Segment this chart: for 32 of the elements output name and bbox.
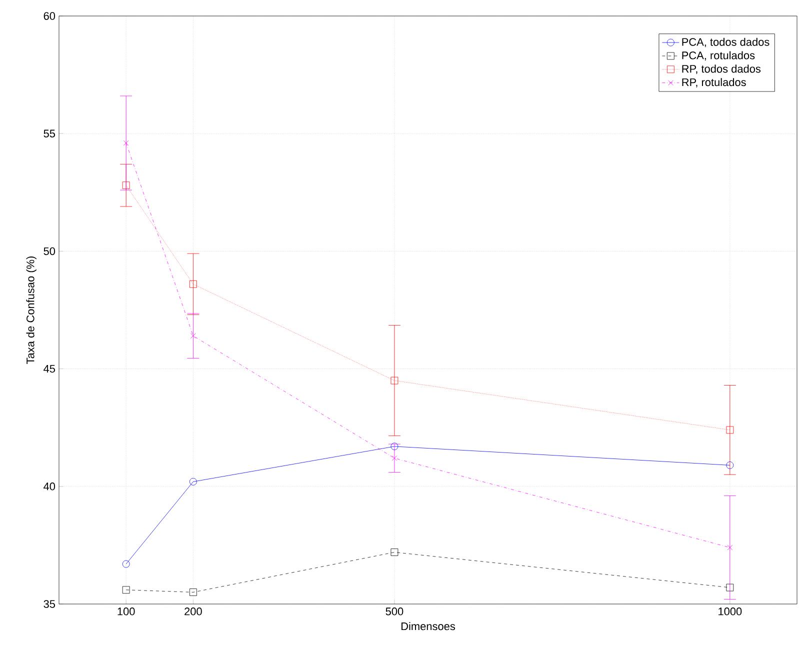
point — [123, 140, 129, 146]
point — [189, 280, 197, 288]
legend-label: PCA, todos dados — [682, 38, 770, 48]
point — [726, 426, 734, 434]
point — [727, 544, 733, 550]
y-tick-label: 35 — [44, 600, 56, 608]
y-tick-label: 60 — [44, 12, 56, 20]
point — [726, 462, 734, 469]
point — [190, 333, 196, 339]
legend-label: PCA, rotulados — [682, 51, 755, 61]
point — [122, 182, 130, 190]
x-tick-label: 200 — [184, 608, 202, 616]
y-axis-title: Taxa de Confusao (%) — [26, 256, 36, 364]
point — [390, 548, 398, 556]
y-tick-label: 55 — [44, 130, 56, 138]
y-tick-label: 50 — [44, 247, 56, 256]
x-axis-title: Dimensoes — [402, 622, 455, 630]
legend-label: RP, rotulados — [682, 78, 746, 88]
y-tick-label: 45 — [44, 364, 56, 373]
point — [122, 560, 130, 568]
point — [122, 586, 130, 594]
x-tick-label: 500 — [386, 608, 404, 616]
x-tick-label: 1000 — [718, 608, 742, 616]
x-tick-label: 100 — [118, 608, 135, 616]
point — [390, 376, 398, 384]
legend-label: RP, todos dados — [682, 64, 761, 74]
point — [189, 478, 197, 486]
point — [390, 442, 398, 450]
point — [392, 456, 398, 461]
point — [726, 584, 734, 592]
point — [189, 588, 197, 596]
y-tick-label: 40 — [44, 482, 56, 490]
